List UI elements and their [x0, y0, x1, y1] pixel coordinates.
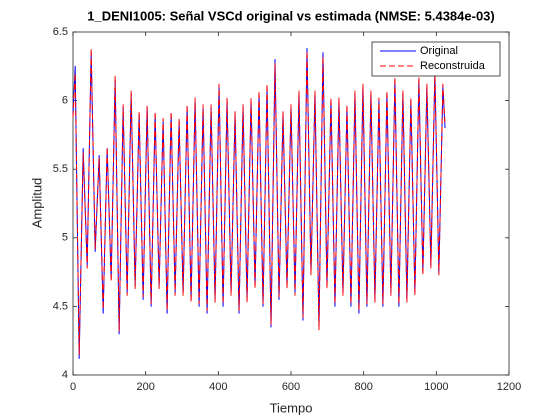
y-tick-label: 6: [62, 95, 68, 107]
x-tick-label: 800: [354, 381, 372, 393]
y-tick-label: 6.5: [53, 26, 68, 38]
y-tick-label: 5.5: [53, 163, 68, 175]
x-tick-label: 1200: [497, 381, 521, 393]
x-tick-label: 1000: [424, 381, 448, 393]
y-tick-label: 4: [62, 369, 68, 381]
y-tick-label: 4.5: [53, 300, 68, 312]
x-tick-label: 600: [282, 381, 300, 393]
chart-title: 1_DENI1005: Señal VSCd original vs estim…: [87, 8, 495, 23]
plot-area: [72, 31, 510, 376]
x-tick-label: 200: [136, 381, 154, 393]
legend-box: [371, 41, 501, 77]
data-line: [72, 47, 446, 355]
y-tick-label: 5: [62, 232, 68, 244]
legend: Original Reconstruida: [371, 41, 501, 77]
x-tick-label: 400: [209, 381, 227, 393]
legend-label: Reconstruida: [420, 60, 486, 72]
legend-label: Original: [420, 45, 458, 57]
x-tick-label: 0: [70, 381, 76, 393]
y-axis-label: Amplitud: [29, 178, 44, 229]
x-axis-label: Tiempo: [270, 400, 313, 415]
